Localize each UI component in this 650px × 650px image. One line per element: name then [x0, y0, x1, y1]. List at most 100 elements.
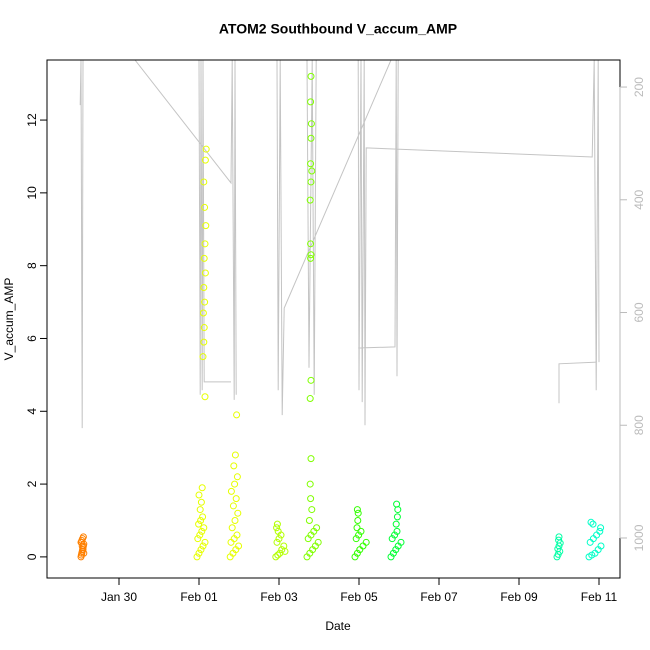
data-point: [233, 531, 241, 539]
y-tick-label: 6: [25, 335, 39, 342]
data-point: [201, 203, 209, 211]
data-point: [231, 480, 239, 488]
data-point: [307, 120, 315, 128]
data-point: [392, 520, 400, 528]
data-point: [201, 298, 209, 306]
y2-tick-label: 1000: [632, 524, 646, 551]
data-point: [227, 487, 235, 495]
y-tick-label: 8: [25, 262, 39, 269]
data-point: [353, 524, 361, 532]
data-point: [200, 524, 208, 532]
data-point: [359, 542, 367, 550]
data-point: [194, 535, 202, 543]
data-point: [233, 473, 241, 481]
data-point: [352, 535, 360, 543]
data-point: [389, 549, 397, 557]
data-point: [229, 502, 237, 510]
data-point: [354, 509, 362, 517]
data-point: [200, 178, 208, 186]
data-point: [79, 546, 87, 554]
data-point: [555, 533, 563, 541]
x-tick-label: Feb 01: [180, 590, 218, 604]
data-point: [274, 551, 282, 559]
data-point: [307, 254, 315, 262]
data-point: [355, 531, 363, 539]
data-point: [77, 538, 85, 546]
y-tick-label: 0: [25, 553, 39, 560]
data-point: [393, 527, 401, 535]
data-point: [354, 516, 362, 524]
data-point: [281, 547, 289, 555]
data-point: [196, 506, 204, 514]
data-point: [227, 538, 235, 546]
data-point: [307, 72, 315, 80]
data-point: [393, 500, 401, 508]
data-point: [308, 167, 316, 175]
x-axis-label: Date: [325, 619, 351, 633]
data-point: [555, 536, 563, 544]
y-tick-label: 2: [25, 480, 39, 487]
data-point: [351, 553, 359, 561]
data-point: [235, 542, 243, 550]
data-point: [234, 509, 242, 517]
x-tick-label: Feb 11: [581, 590, 618, 604]
x-tick-label: Jan 30: [101, 590, 137, 604]
data-point: [307, 240, 315, 248]
data-point: [202, 222, 210, 230]
data-point: [201, 538, 209, 546]
data-point: [593, 531, 601, 539]
x-tick-label: Feb 03: [260, 590, 298, 604]
data-point: [589, 535, 597, 543]
data-point: [193, 553, 201, 561]
data-point: [197, 516, 205, 524]
data-point: [200, 284, 208, 292]
y-tick-label: 12: [25, 113, 39, 127]
data-point: [586, 538, 594, 546]
data-point: [587, 518, 595, 526]
data-point: [307, 178, 315, 186]
data-point: [201, 269, 209, 277]
data-point: [200, 254, 208, 262]
data-point: [393, 513, 401, 521]
data-point: [307, 455, 315, 463]
data-point: [198, 484, 206, 492]
y-axis-label: V_accum_AMP: [2, 278, 16, 361]
y-tick-label: 10: [25, 186, 39, 200]
plot-frame: [46, 59, 621, 579]
data-point: [397, 538, 405, 546]
data-point: [199, 513, 207, 521]
data-point: [196, 531, 204, 539]
data-point: [307, 98, 315, 106]
data-point: [307, 495, 315, 503]
data-point: [357, 527, 365, 535]
data-point: [231, 451, 239, 459]
data-point: [78, 542, 86, 550]
data-point: [307, 134, 315, 142]
data-point: [200, 324, 208, 332]
data-point: [273, 520, 281, 528]
data-point: [201, 393, 209, 401]
data-point: [273, 538, 281, 546]
data-point: [313, 524, 321, 532]
y-tick-label: 4: [25, 408, 39, 415]
data-point: [80, 549, 88, 557]
x-tick-label: Feb 07: [420, 590, 458, 604]
data-point: [199, 353, 207, 361]
x-tick-label: Feb 09: [500, 590, 538, 604]
data-point: [392, 546, 400, 554]
x-tick-label: Feb 05: [340, 590, 378, 604]
data-point: [589, 520, 597, 528]
data-point: [387, 553, 395, 561]
data-point: [391, 531, 399, 539]
data-point: [232, 495, 240, 503]
data-point: [306, 395, 314, 403]
plot-area: [77, 60, 605, 561]
altitude-line: [79, 60, 600, 429]
data-point: [314, 538, 322, 546]
data-point: [362, 538, 370, 546]
y2-tick-label: 800: [632, 415, 646, 435]
data-point: [307, 251, 315, 259]
data-point: [272, 553, 280, 561]
data-point: [307, 376, 315, 384]
